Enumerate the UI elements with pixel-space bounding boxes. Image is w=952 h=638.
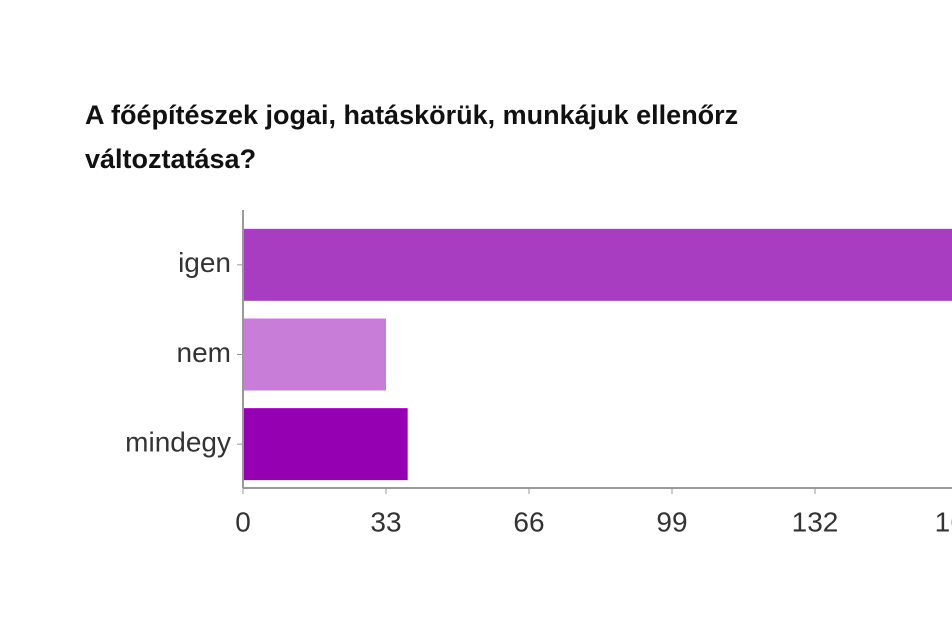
x-tick-label: 132 — [792, 506, 839, 537]
y-tick-label: nem — [177, 337, 231, 368]
chart-title: A főépítészek jogai, hatáskörük, munkáju… — [85, 100, 738, 130]
x-tick-label: 0 — [235, 506, 251, 537]
x-tick-label: 99 — [656, 506, 687, 537]
y-tick-label: mindegy — [125, 427, 231, 458]
y-tick-label: igen — [178, 247, 231, 278]
x-tick-label: 33 — [370, 506, 401, 537]
bar — [243, 408, 408, 481]
x-tick-label: 66 — [513, 506, 544, 537]
x-tick-label: 165 — [935, 506, 952, 537]
bar — [243, 228, 952, 301]
chart-title: változtatása? — [85, 144, 256, 174]
bar — [243, 318, 386, 391]
